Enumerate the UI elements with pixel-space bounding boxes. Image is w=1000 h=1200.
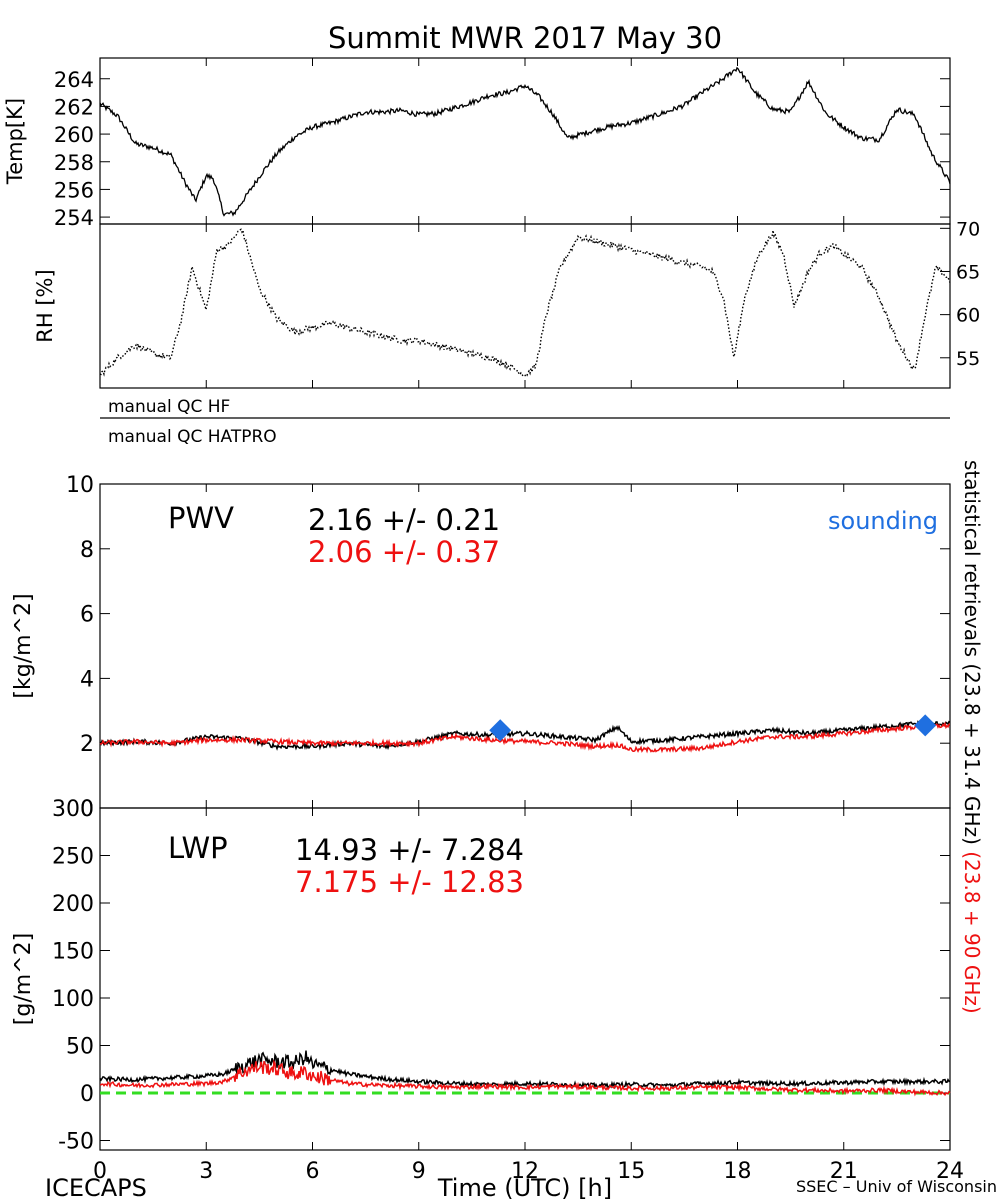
PWV-stat-black: 2.16 +/- 0.21: [308, 503, 500, 537]
LWP-label: LWP: [168, 831, 228, 865]
LWP-ytick-label: -50: [58, 1130, 94, 1155]
x-tick-label: 6: [306, 1159, 320, 1184]
relative_humidity-ytick-label: 55: [956, 348, 980, 370]
PWV-ytick-label: 2: [80, 732, 94, 757]
temperature-ytick-label: 256: [54, 178, 94, 202]
PWV-ytick-label: 4: [80, 667, 94, 692]
x-tick-label: 3: [199, 1159, 213, 1184]
x-tick-label: 21: [830, 1159, 858, 1184]
sounding-legend: sounding: [828, 507, 938, 535]
temperature-frame: [99, 57, 951, 225]
PWV-label: PWV: [168, 501, 234, 535]
x-tick-label: 12: [511, 1159, 539, 1184]
rh-panel: 55 60 65 70 RH [%]: [33, 218, 980, 389]
temperature-ytick-label: 262: [54, 95, 94, 119]
LWP-stat-black: 14.93 +/- 7.284: [295, 833, 524, 867]
LWP-series-black-line: [99, 1050, 951, 1090]
LWP-ytick-label: 100: [52, 987, 94, 1012]
LWP-ytick-label: 150: [52, 940, 94, 965]
LWP-stat-red: 7.175 +/- 12.83: [295, 865, 524, 899]
chart-title: Summit MWR 2017 May 30: [328, 21, 722, 55]
LWP-series-red-line: [99, 1059, 951, 1097]
temperature-ytick-label: 258: [54, 151, 94, 175]
side-label-red: (23.8 + 90 GHz): [960, 851, 984, 1013]
sounding-marker: [489, 719, 512, 742]
LWP-ytick-label: 50: [66, 1035, 94, 1060]
temperature-ytick-label: 260: [54, 123, 94, 147]
LWP-ytick-label: 0: [80, 1082, 94, 1107]
LWP-ylabel: [g/m^2]: [11, 933, 36, 1025]
relative_humidity-ytick-label: 70: [956, 218, 980, 240]
PWV-series-red-line: [99, 721, 950, 754]
PWV-ytick-label: 8: [80, 538, 94, 563]
temperature-series-black-line: [99, 66, 951, 217]
PWV-stat-red: 2.06 +/- 0.37: [308, 535, 500, 569]
x-axis-label: Time (UTC) [h]: [437, 1174, 612, 1200]
PWV-ytick-label: 0: [80, 797, 94, 822]
qc-label-hatpro: manual QC HATPRO: [108, 427, 277, 447]
x-tick-label: 15: [617, 1159, 645, 1184]
qc-label-hf: manual QC HF: [108, 397, 230, 417]
LWP-ytick-label: 300: [52, 797, 94, 822]
x-tick-label: 18: [724, 1159, 752, 1184]
PWV-ylabel: [kg/m^2]: [11, 593, 36, 698]
temperature-panel: 254 256 258 260 262 264 Temp[K]: [3, 57, 951, 230]
footer-ssec: SSEC – Univ of Wisconsin: [796, 1177, 997, 1196]
x-tick-label: 9: [412, 1159, 426, 1184]
pwv-panel: 0 2 4 6 8 10 [kg/m^2] PWV 2.16 +/- 0.212.06 +/- …: [11, 473, 951, 822]
PWV-ytick-label: 6: [80, 603, 94, 628]
LWP-ytick-label: 250: [52, 845, 94, 870]
side-label-statistical: statistical retrievals (23.8 + 31.4 GHz)…: [960, 460, 984, 1014]
side-label-black: statistical retrievals (23.8 + 31.4 GHz): [960, 460, 984, 845]
qc-strip: manual QC HF manual QC HATPRO: [100, 397, 950, 447]
x-tick-label: 24: [936, 1159, 964, 1184]
relative_humidity-ytick-label: 65: [956, 261, 980, 283]
relative_humidity-series-black-line: [99, 228, 951, 377]
temperature-ytick-label: 254: [54, 206, 94, 230]
temperature-ytick-label: 264: [54, 68, 94, 92]
sounding-marker: [914, 714, 937, 737]
footer-icecaps: ICECAPS: [45, 1174, 147, 1200]
relative_humidity-ytick-label: 60: [956, 305, 980, 327]
PWV-ytick-label: 10: [66, 473, 94, 498]
LWP-ytick-label: 200: [52, 892, 94, 917]
relative_humidity-ylabel: RH [%]: [33, 269, 57, 342]
x-tick-label: 0: [93, 1159, 107, 1184]
temperature-ylabel: Temp[K]: [3, 98, 27, 185]
relative_humidity-frame: [99, 223, 951, 389]
